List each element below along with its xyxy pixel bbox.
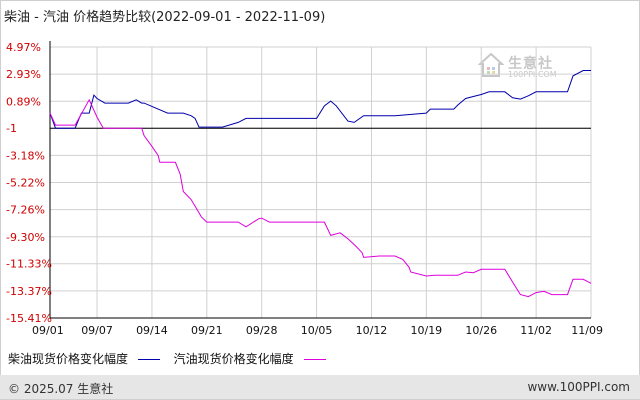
x-tick-label: 09/28 [246,324,278,337]
x-tick-label: 11/02 [520,324,552,337]
footer-bar: © 2025.07 生意社 www.100PPI.com [0,375,640,399]
y-tick-label: -15.41% [6,312,52,325]
legend-item-gasoline: 汽油现货价格变化幅度 [174,350,326,367]
copyright-text: © 2025.07 生意社 [8,382,114,396]
x-tick-label: 10/26 [465,324,497,337]
y-tick-label: -7.26% [6,204,45,217]
y-tick-label: -1 [6,122,17,135]
y-tick-label: -11.33% [6,258,52,271]
x-tick-label: 10/12 [356,324,388,337]
x-tick-label: 09/14 [136,324,168,337]
legend-swatch-diesel [137,359,160,360]
x-tick-label: 09/21 [191,324,223,337]
y-tick-label: -3.18% [6,149,45,162]
diesel-series-line [49,70,591,129]
chart-title: 柴油 - 汽油 价格趋势比较(2022-09-01 - 2022-11-09) [4,10,326,25]
legend: 柴油现货价格变化幅度 汽油现货价格变化幅度 [8,350,336,367]
y-tick-label: -5.22% [6,177,45,190]
y-tick-label: -9.30% [6,231,45,244]
x-tick-label: 09/01 [32,324,64,337]
y-tick-label: 4.97% [6,41,41,54]
x-tick-label: 11/09 [571,324,603,337]
x-tick-label: 10/05 [301,324,333,337]
gasoline-series-line [49,98,592,298]
site-link[interactable]: www.100PPI.com [527,380,630,394]
legend-label-diesel: 柴油现货价格变化幅度 [8,352,129,366]
legend-swatch-gasoline [303,359,326,360]
x-tick-label: 09/07 [81,324,113,337]
legend-item-diesel: 柴油现货价格变化幅度 [8,350,160,367]
y-tick-label: -13.37% [6,285,52,298]
house-logo-icon [477,52,505,77]
x-tick-label: 10/19 [410,324,442,337]
line-chart: 4.97% 2.93% 0.89% -1 -3.18% -5.22% -7.26% -9.30… [6,41,603,337]
watermark-text: 生意社 [508,56,553,72]
y-tick-label: 2.93% [6,68,41,81]
legend-label-gasoline: 汽油现货价格变化幅度 [173,352,294,366]
y-tick-label: 0.89% [6,95,41,108]
